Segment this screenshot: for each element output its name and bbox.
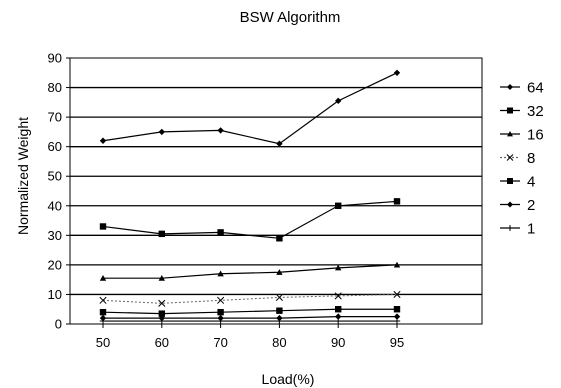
x-axis-label: Load(%) (262, 371, 315, 387)
data-point (335, 306, 342, 313)
data-point (158, 299, 166, 307)
data-point (507, 131, 513, 137)
series-4 (99, 306, 401, 317)
legend-label: 2 (527, 197, 535, 214)
data-point (217, 127, 224, 134)
legend-label: 4 (527, 174, 535, 191)
data-point (99, 296, 107, 304)
y-tick-label: 70 (48, 110, 62, 125)
y-axis: 0 10 20 30 40 50 60 70 80 90 (48, 51, 70, 332)
data-point (507, 225, 513, 231)
data-point (393, 69, 401, 76)
data-point (276, 317, 283, 325)
y-tick-label: 30 (48, 228, 62, 243)
data-point (217, 270, 224, 277)
data-point (158, 274, 165, 281)
x-tick-label: 95 (390, 335, 404, 350)
legend-item: 32 (500, 103, 544, 120)
data-point (99, 308, 107, 316)
x-tick-label: 70 (213, 335, 227, 350)
y-tick-label: 0 (55, 317, 62, 332)
y-tick-label: 90 (48, 51, 62, 66)
data-point (393, 261, 401, 268)
data-point (99, 137, 107, 144)
legend-item: 8 (500, 150, 535, 167)
legend-label: 16 (527, 127, 544, 144)
data-point (276, 269, 283, 275)
data-point (99, 317, 107, 325)
data-point (393, 198, 401, 205)
series-group (99, 69, 401, 325)
legend-item: 4 (500, 174, 535, 191)
data-point (335, 97, 342, 105)
legend-label: 64 (527, 80, 544, 97)
y-tick-label: 60 (48, 139, 62, 154)
data-point (276, 140, 283, 147)
chart-title: BSW Algorithm (240, 9, 341, 26)
plot-area (69, 57, 483, 325)
legend-item: 16 (500, 127, 544, 144)
data-point (276, 307, 283, 314)
data-point (275, 293, 283, 301)
y-tick-label: 40 (48, 198, 62, 213)
data-point (507, 201, 513, 208)
data-point (335, 317, 342, 325)
legend: 64 32 16 8 4 2 1 (500, 80, 544, 238)
series-32 (99, 198, 401, 242)
data-point (158, 310, 165, 317)
data-point (217, 229, 224, 236)
y-tick-label: 50 (48, 169, 62, 184)
y-tick-label: 80 (48, 80, 62, 95)
y-axis-label: Normalized Weight (15, 117, 31, 235)
data-point (507, 84, 513, 90)
x-tick-label: 60 (155, 335, 169, 350)
x-axis: 50 60 70 80 90 95 (96, 324, 404, 350)
data-point (393, 317, 401, 325)
series-8 (99, 290, 401, 307)
data-point (393, 290, 401, 298)
data-point (393, 313, 401, 320)
data-point (99, 223, 107, 230)
data-point (217, 308, 224, 316)
series-line (103, 316, 397, 319)
series-64 (99, 69, 401, 147)
legend-item: 2 (500, 197, 535, 214)
series-line (103, 264, 398, 279)
gridlines (70, 86, 482, 296)
legend-item: 64 (500, 80, 544, 97)
x-tick-label: 90 (331, 335, 345, 350)
data-point (158, 128, 165, 136)
legend-label: 8 (527, 150, 535, 167)
series-1 (99, 317, 401, 325)
data-point (507, 178, 513, 184)
data-point (217, 296, 225, 304)
data-point (158, 230, 165, 238)
x-tick-label: 50 (96, 335, 110, 350)
data-point (217, 317, 224, 325)
series-line (102, 308, 397, 315)
data-point (334, 292, 342, 300)
x-tick-label: 80 (272, 335, 286, 350)
data-point (276, 235, 283, 242)
data-point (335, 202, 342, 209)
y-tick-label: 20 (48, 257, 62, 272)
series-16 (99, 261, 401, 281)
y-tick-label: 10 (48, 287, 62, 302)
data-point (335, 264, 342, 271)
data-point (393, 306, 401, 313)
data-point (506, 154, 514, 161)
data-point (99, 274, 107, 281)
legend-label: 32 (527, 103, 544, 120)
data-point (158, 317, 165, 325)
series-2 (99, 313, 401, 322)
legend-label: 1 (527, 221, 535, 238)
data-point (507, 107, 513, 114)
series-line (102, 72, 398, 145)
data-point (335, 313, 342, 320)
series-line (102, 200, 398, 239)
series-line (102, 293, 398, 304)
legend-item: 1 (500, 221, 535, 238)
